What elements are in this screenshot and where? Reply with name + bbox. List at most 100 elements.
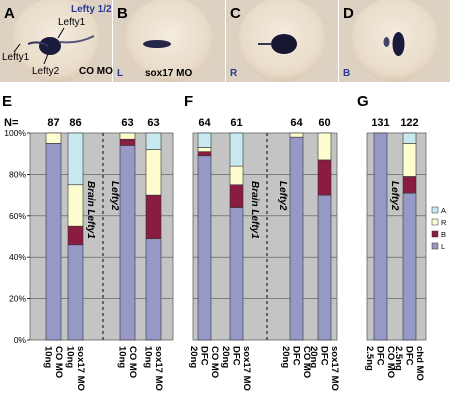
lefty2-label: Lefty2 [32, 66, 60, 77]
photo-panel-d: DB [339, 0, 450, 82]
x-label-line: DFC [230, 346, 241, 366]
n-value: 61 [230, 117, 242, 129]
x-label-line: 2.5ng [393, 346, 404, 371]
bar-segment-b [197, 151, 212, 157]
x-label-line: 2.5ng [364, 346, 375, 371]
bar-segment-l [119, 145, 136, 341]
group-annotation: Brain Lefty1 [85, 181, 96, 239]
y-tick-label: 0% [14, 335, 27, 345]
bar-segment-b [317, 159, 332, 196]
bar-segment-r [229, 165, 244, 186]
y-tick-label: 60% [9, 211, 26, 221]
photo-panel-b: B L sox17 MO [113, 0, 225, 82]
bar-segment-l [67, 244, 84, 341]
y-tick-label: 20% [9, 294, 26, 304]
bar-segment-l [402, 192, 417, 341]
stacked-bar [45, 132, 62, 341]
panel-letter: D [343, 5, 354, 22]
x-tick-label: 2.5ng DFC chd MO [393, 346, 425, 381]
bar-segment-r [119, 132, 136, 140]
phenotype-label: R [230, 68, 238, 79]
legend-label: A [441, 206, 446, 215]
x-tick-label: 2.5ng DFC CO MO [364, 346, 396, 378]
legend-label: R [441, 218, 447, 227]
stacked-bar [373, 132, 388, 341]
n-value: 64 [290, 117, 303, 129]
lefty1-stain [27, 41, 49, 47]
bar-segment-r [197, 147, 212, 152]
bar-segment-l [197, 155, 212, 341]
bar-segment-r [402, 143, 417, 177]
legend-swatch-a [431, 206, 439, 214]
x-label-line: 20ng [308, 346, 319, 368]
legend-label: L [441, 242, 445, 251]
x-tick-label: 10ng sox17 MO [64, 346, 86, 391]
bar-segment-b [402, 176, 417, 194]
lefty1-label: Lefty1 [2, 52, 30, 63]
condition-label: CO MO [79, 66, 113, 77]
x-label-line: CO MO [301, 346, 312, 378]
bar-segment-a [197, 132, 212, 148]
bar-segment-l [289, 136, 304, 341]
x-label-line: CO MO [385, 346, 396, 378]
x-label-line: CO MO [209, 346, 220, 378]
bar-segment-r [67, 184, 84, 227]
x-label-line: DFC [198, 346, 209, 366]
stacked-bar [317, 132, 332, 341]
y-tick-label: 80% [9, 169, 26, 179]
x-label-line: CO MO [53, 346, 64, 378]
x-label-line: sox17 MO [75, 346, 86, 391]
stacked-bar [229, 132, 244, 341]
condition-label: sox17 MO [145, 68, 192, 79]
phenotype-label: B [343, 68, 350, 79]
n-value: 63 [121, 117, 133, 129]
pointer-line [43, 53, 49, 65]
stacked-bar [119, 132, 136, 341]
n-value: 131 [371, 117, 389, 129]
n-value: 60 [318, 117, 330, 129]
bar-segment-l [373, 132, 388, 341]
legend-swatch-r [431, 218, 439, 226]
x-tick-label: 20ng DFC sox17 MO [220, 346, 252, 391]
plot-area [192, 132, 338, 341]
group-annotation: Lefty2 [277, 181, 288, 211]
panel-letter: F [184, 93, 193, 110]
pointer-line [57, 27, 65, 39]
x-label-line: sox17 MO [153, 346, 164, 391]
bar-segment-b [67, 225, 84, 246]
bar-segment-r [145, 149, 162, 196]
x-label-line: 20ng [188, 346, 199, 368]
x-label-line: DFC [403, 346, 414, 366]
n-label: N= [4, 117, 18, 129]
x-label-line: DFC [374, 346, 385, 366]
n-value: 87 [47, 117, 59, 129]
y-axis: 0% 20% 40% 60% 80% 100% [4, 128, 30, 345]
lefty-stain [143, 40, 171, 48]
group-annotation: Lefty2 [389, 181, 400, 211]
pointer-line [13, 43, 21, 53]
group-annotation: Brain Lefty1 [249, 181, 260, 239]
x-label-line: sox17 MO [329, 346, 340, 391]
x-tick-label: 10ng CO MO [42, 346, 64, 378]
lefty-stain [271, 34, 297, 54]
bar-segment-l [45, 143, 62, 341]
n-value: 64 [198, 117, 211, 129]
x-label-line: CO MO [127, 346, 138, 378]
embryo-image [125, 0, 213, 82]
n-value: 86 [69, 117, 81, 129]
stacked-bar [67, 132, 84, 341]
x-tick-label: 20ng DFC sox17 MO [308, 346, 340, 391]
lefty1-label: Lefty1 [58, 17, 86, 28]
x-label-line: 20ng [220, 346, 231, 368]
x-label-line: 10ng [142, 346, 153, 368]
group-annotation: Lefty2 [109, 181, 120, 211]
x-label-line: DFC [290, 346, 301, 366]
bar-segment-r [289, 132, 304, 138]
bar-segment-l [145, 238, 162, 341]
bar-segment-b [145, 194, 162, 239]
